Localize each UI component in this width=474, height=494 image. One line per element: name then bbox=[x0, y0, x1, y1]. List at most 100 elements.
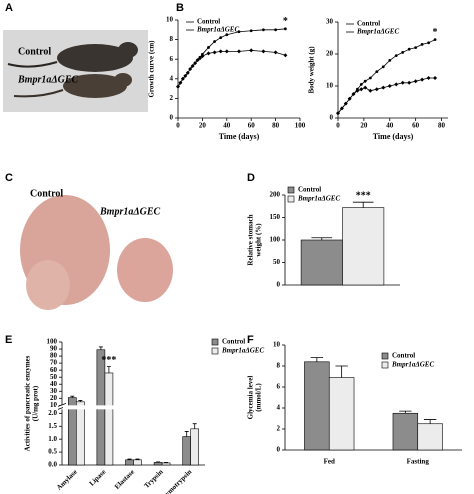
mouse-head bbox=[118, 42, 138, 58]
y-axis-title: Body weight (g) bbox=[308, 46, 316, 94]
legend-swatch bbox=[211, 347, 219, 355]
marker bbox=[195, 58, 200, 63]
annotation: *** bbox=[356, 190, 371, 201]
marker bbox=[197, 56, 202, 61]
x-tick-label: Fasting bbox=[407, 458, 430, 466]
error-bar bbox=[78, 400, 83, 402]
x-tick-label: 20 bbox=[199, 122, 207, 130]
marker bbox=[249, 48, 254, 53]
marker bbox=[388, 59, 392, 62]
legend-label: Bmpr1aΔGEC bbox=[356, 28, 399, 36]
y-tick-label: 200 bbox=[270, 191, 281, 199]
y-axis-title: weight (%) bbox=[255, 223, 263, 257]
legend-swatch bbox=[211, 338, 219, 346]
bar bbox=[300, 239, 343, 286]
y-axis-title: (mmol/L) bbox=[255, 383, 263, 412]
y-tick-label: 10 bbox=[273, 341, 281, 349]
marker bbox=[394, 82, 399, 87]
marker bbox=[407, 80, 412, 85]
legend-label: Bmpr1aΔGEC bbox=[221, 347, 264, 355]
y-tick-label: 10 bbox=[166, 16, 174, 24]
panel-label: E bbox=[5, 334, 12, 346]
marker bbox=[213, 40, 217, 43]
y-tick-label: 0 bbox=[330, 114, 334, 122]
error-bar bbox=[98, 346, 103, 350]
marker bbox=[237, 30, 241, 34]
x-axis-title: Time (days) bbox=[373, 132, 414, 141]
series-line bbox=[337, 39, 436, 114]
y-tick-label: 0.0 bbox=[48, 461, 57, 469]
error-bar bbox=[127, 458, 132, 460]
bar bbox=[182, 436, 192, 466]
marker bbox=[368, 88, 373, 93]
bar bbox=[125, 459, 134, 466]
stomach bbox=[117, 238, 173, 302]
y-tick-label: 0 bbox=[170, 114, 174, 122]
marker bbox=[400, 80, 405, 85]
bar bbox=[104, 372, 114, 466]
legend-swatch bbox=[381, 361, 389, 369]
y-tick-label: 8 bbox=[170, 35, 174, 43]
y-axis-title: (U/mg prot) bbox=[32, 385, 40, 421]
marker bbox=[413, 79, 418, 84]
y-axis-title: Relative stomach bbox=[247, 214, 255, 265]
y-tick-label: 20 bbox=[326, 50, 334, 58]
panel-label: F bbox=[247, 334, 254, 346]
legend-label: Bmpr1aΔGEC bbox=[391, 361, 434, 369]
y-tick-label: 90 bbox=[50, 345, 58, 353]
marker bbox=[212, 50, 217, 55]
x-tick-label: 60 bbox=[412, 122, 420, 130]
y-tick-label: 150 bbox=[270, 213, 281, 221]
marker bbox=[359, 87, 364, 92]
marker bbox=[420, 77, 425, 82]
marker bbox=[274, 28, 277, 32]
photo-label: Bmpr1aΔGEC bbox=[99, 206, 161, 217]
y-tick-label: 6 bbox=[277, 383, 281, 391]
marker bbox=[193, 61, 198, 66]
marker bbox=[420, 43, 424, 46]
break-mark bbox=[57, 402, 67, 407]
marker bbox=[347, 96, 352, 101]
y-tick-label: 4 bbox=[277, 404, 281, 412]
marker bbox=[343, 101, 348, 106]
legend-label: Bmpr1aΔGEC bbox=[196, 26, 239, 34]
error-bar bbox=[70, 395, 75, 398]
legend-label: Bmpr1aΔGEC bbox=[297, 195, 340, 203]
annotation: *** bbox=[101, 355, 116, 366]
error-bar bbox=[352, 201, 374, 208]
marker bbox=[355, 88, 360, 93]
legend-swatch bbox=[287, 195, 295, 203]
annotation: * bbox=[433, 27, 438, 38]
marker bbox=[336, 111, 340, 116]
marker bbox=[375, 70, 379, 73]
series-line bbox=[177, 49, 286, 87]
error-bar bbox=[156, 461, 161, 463]
error-bar bbox=[192, 423, 197, 429]
error-bar bbox=[399, 410, 412, 414]
y-tick-label: 100 bbox=[47, 338, 58, 346]
x-tick-label: Fed bbox=[324, 458, 335, 466]
y-tick-label: 0 bbox=[277, 446, 281, 454]
y-tick-label: 20 bbox=[50, 394, 58, 402]
y-tick-label: 100 bbox=[270, 236, 281, 244]
marker bbox=[363, 85, 368, 90]
photo-label: Control bbox=[30, 188, 63, 199]
photo-label: Control bbox=[18, 46, 51, 57]
bar bbox=[161, 462, 171, 466]
bar bbox=[304, 361, 330, 451]
y-tick-label: 70 bbox=[50, 359, 58, 367]
y-tick-label: 60 bbox=[50, 366, 58, 374]
y-tick-label: 10 bbox=[326, 82, 334, 90]
x-tick-label: Elastase bbox=[113, 468, 136, 491]
marker bbox=[185, 70, 190, 75]
y-tick-label: 30 bbox=[50, 387, 58, 395]
marker bbox=[351, 92, 356, 96]
bar bbox=[133, 459, 142, 466]
error-bar bbox=[335, 365, 348, 378]
y-tick-label: 4 bbox=[170, 74, 174, 82]
panel-label: B bbox=[176, 2, 184, 14]
mouse-tail bbox=[7, 61, 58, 68]
marker bbox=[427, 41, 430, 45]
marker bbox=[339, 106, 344, 111]
